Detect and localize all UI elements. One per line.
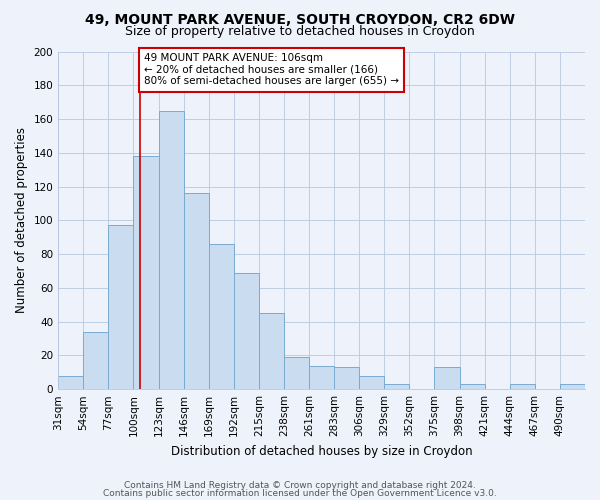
Bar [234, 272, 259, 389]
X-axis label: Distribution of detached houses by size in Croydon: Distribution of detached houses by size … [171, 444, 472, 458]
Text: 49 MOUNT PARK AVENUE: 106sqm
← 20% of detached houses are smaller (166)
80% of s: 49 MOUNT PARK AVENUE: 106sqm ← 20% of de… [144, 53, 399, 86]
Bar [510, 384, 535, 389]
Bar [560, 384, 585, 389]
Bar [109, 226, 133, 389]
Text: Size of property relative to detached houses in Croydon: Size of property relative to detached ho… [125, 25, 475, 38]
Text: Contains public sector information licensed under the Open Government Licence v3: Contains public sector information licen… [103, 488, 497, 498]
Y-axis label: Number of detached properties: Number of detached properties [15, 128, 28, 314]
Bar [209, 244, 234, 389]
Bar [158, 110, 184, 389]
Bar [359, 376, 385, 389]
Bar [58, 376, 83, 389]
Bar [434, 367, 460, 389]
Bar [334, 367, 359, 389]
Bar [460, 384, 485, 389]
Bar [133, 156, 158, 389]
Text: 49, MOUNT PARK AVENUE, SOUTH CROYDON, CR2 6DW: 49, MOUNT PARK AVENUE, SOUTH CROYDON, CR… [85, 12, 515, 26]
Bar [83, 332, 109, 389]
Bar [309, 366, 334, 389]
Bar [385, 384, 409, 389]
Bar [259, 313, 284, 389]
Text: Contains HM Land Registry data © Crown copyright and database right 2024.: Contains HM Land Registry data © Crown c… [124, 481, 476, 490]
Bar [284, 357, 309, 389]
Bar [184, 194, 209, 389]
